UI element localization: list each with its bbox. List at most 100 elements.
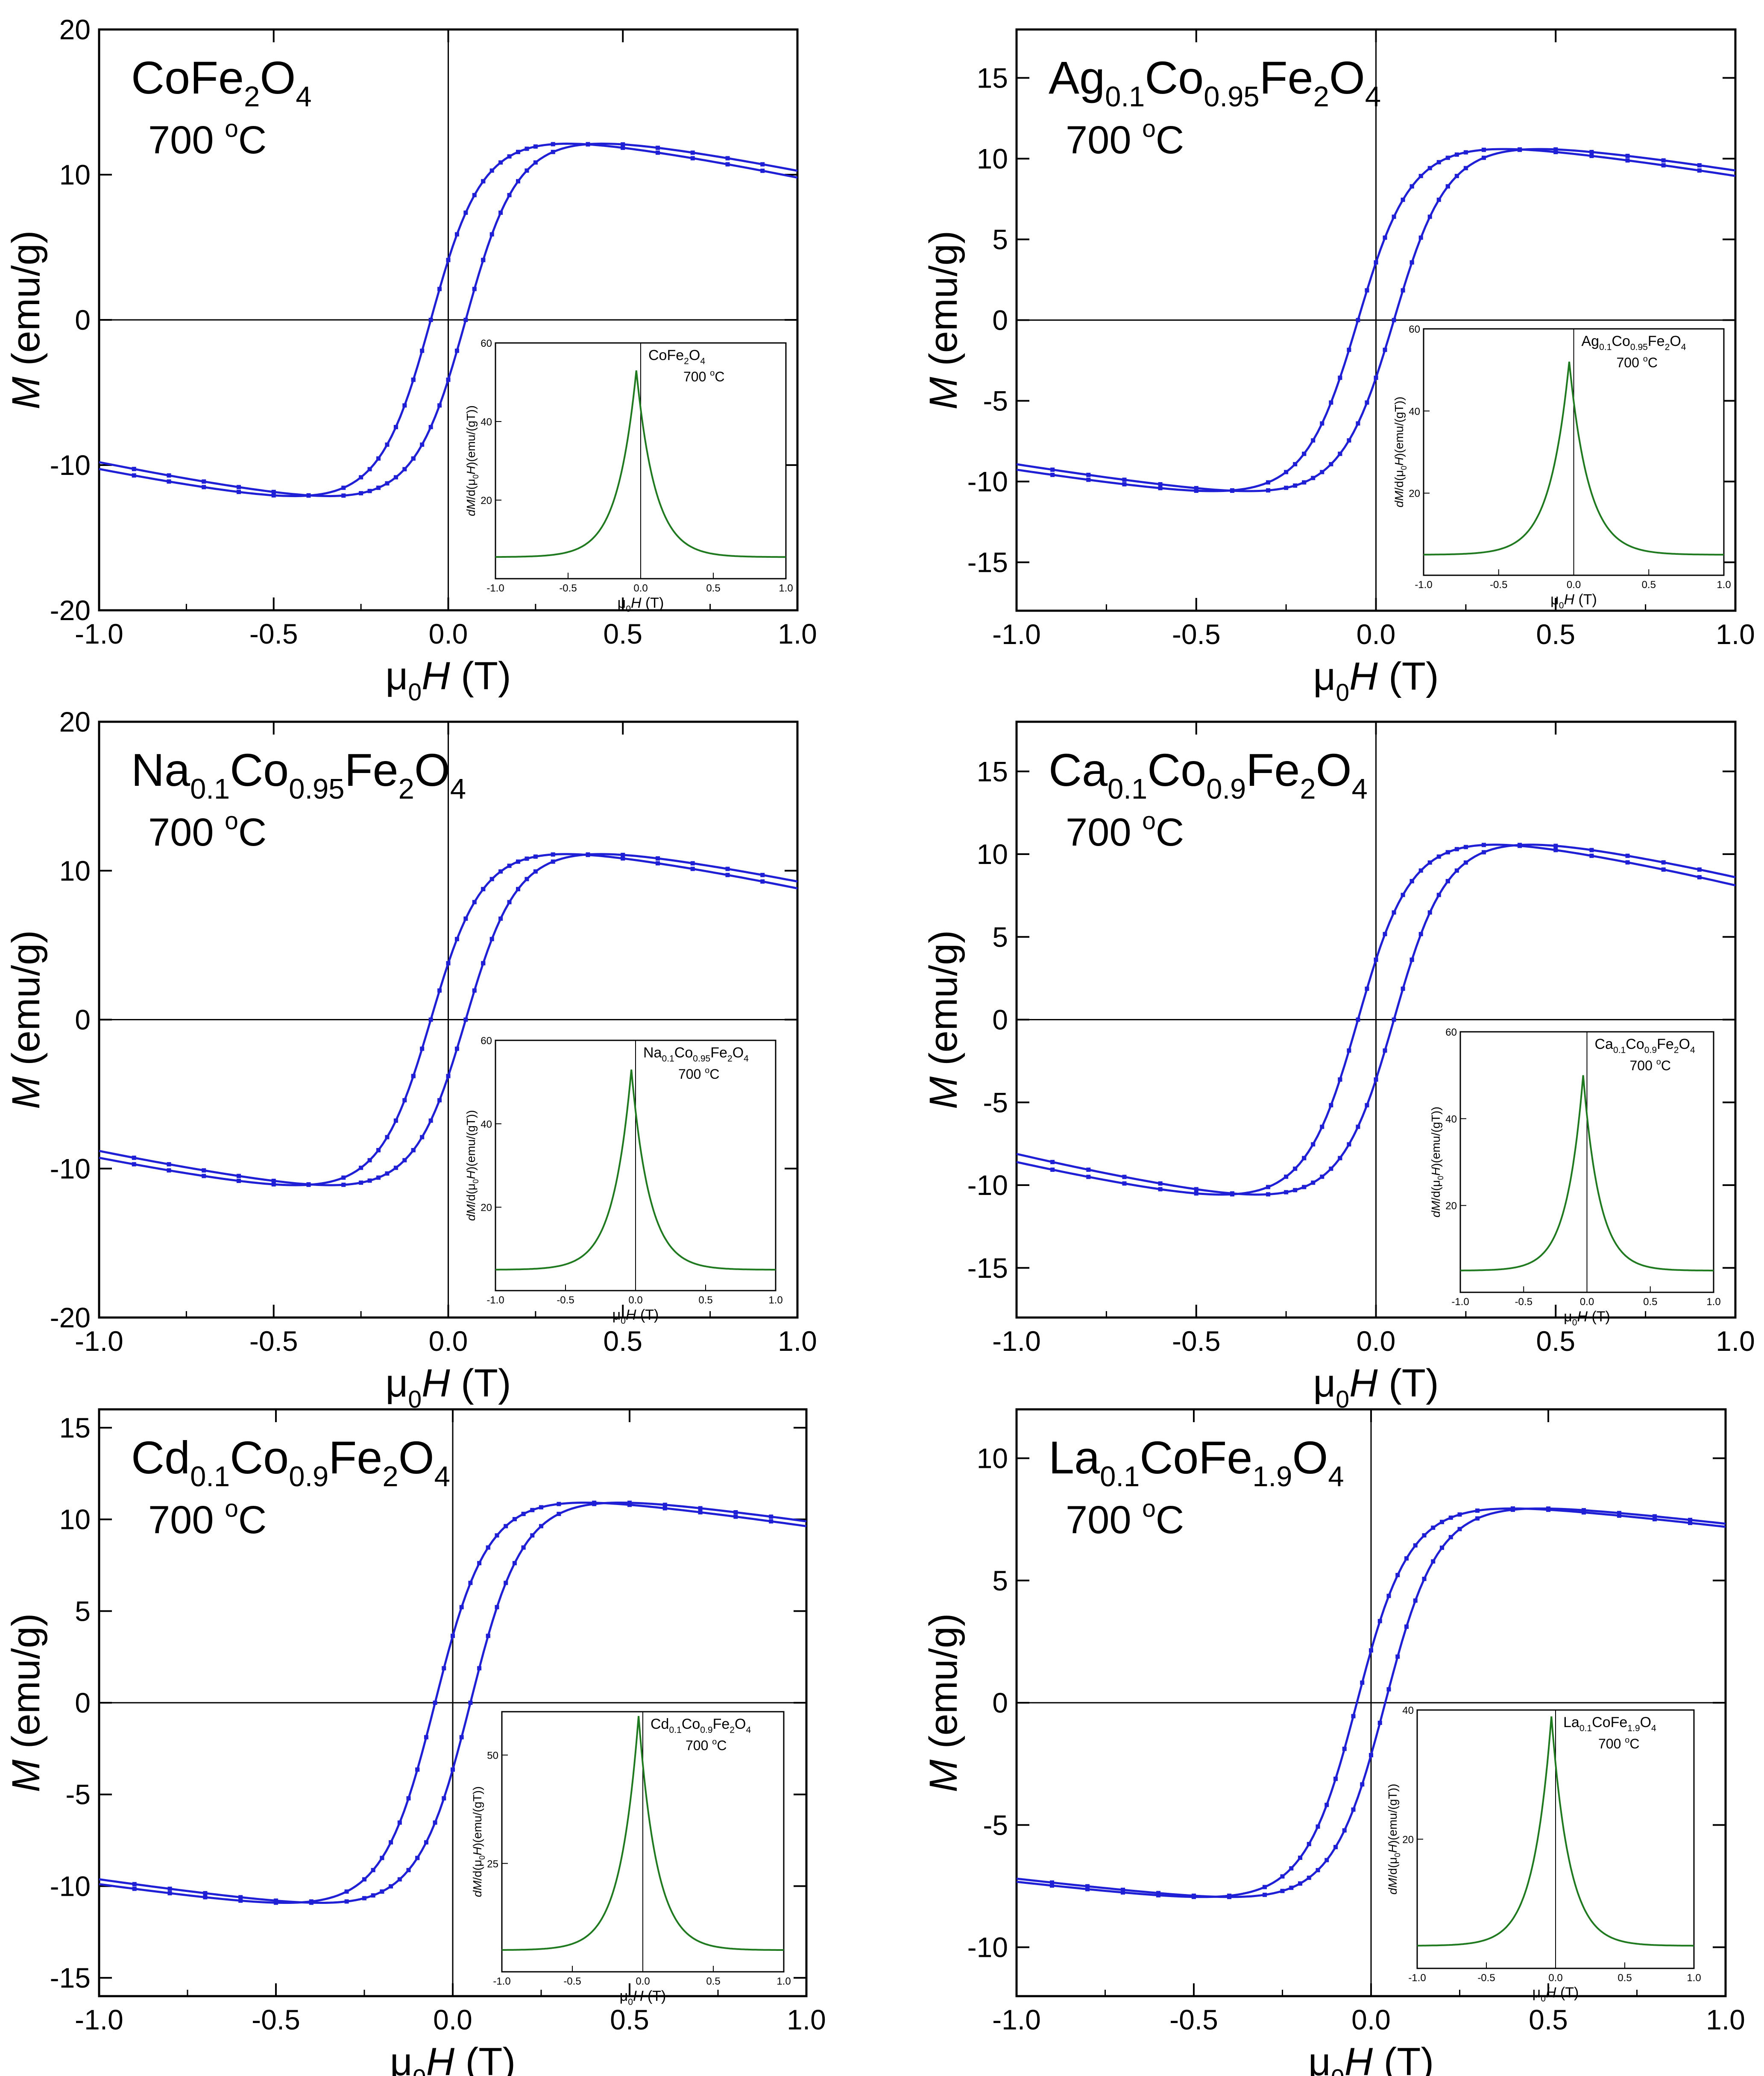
data-point bbox=[530, 1508, 535, 1512]
data-point bbox=[1311, 1180, 1316, 1185]
data-point bbox=[1298, 1881, 1302, 1886]
data-point bbox=[1589, 154, 1594, 158]
data-point bbox=[1697, 875, 1702, 880]
data-point bbox=[1374, 1077, 1378, 1082]
inset-x-tick-label: -1.0 bbox=[486, 1294, 504, 1306]
data-point bbox=[1661, 867, 1666, 872]
data-point bbox=[1418, 235, 1423, 240]
data-point bbox=[486, 1545, 490, 1550]
data-point bbox=[769, 1519, 774, 1524]
inset-derivative: -1.0 -0.5 0.0 0.5 1.0 20 40 60 Na0.1Co0.95Fe2O4 7… bbox=[464, 1035, 783, 1326]
data-point bbox=[446, 258, 451, 262]
data-point bbox=[1342, 1746, 1347, 1751]
x-tick-label: -0.5 bbox=[249, 618, 298, 650]
inset-x-axis-title: μ0H (T) bbox=[618, 595, 664, 614]
data-point bbox=[1347, 1048, 1351, 1053]
data-point bbox=[1374, 957, 1378, 962]
inset-y-tick-label: 50 bbox=[487, 1750, 498, 1762]
data-point bbox=[393, 425, 398, 430]
data-point bbox=[1347, 438, 1351, 443]
y-tick-label: -5 bbox=[65, 1779, 91, 1810]
data-point bbox=[507, 193, 512, 197]
data-point bbox=[237, 485, 241, 489]
data-point bbox=[690, 861, 695, 866]
data-point bbox=[367, 1158, 372, 1162]
hysteresis-markers bbox=[132, 142, 765, 498]
data-point bbox=[551, 142, 555, 146]
inset-x-tick-label: -1.0 bbox=[486, 583, 504, 594]
derivative-curve bbox=[1417, 1716, 1694, 1947]
y-tick-label: 10 bbox=[59, 1504, 91, 1535]
data-point bbox=[498, 210, 503, 215]
data-point bbox=[1463, 150, 1468, 155]
data-point bbox=[451, 1767, 455, 1772]
hysteresis-markers bbox=[132, 1500, 774, 1905]
data-point bbox=[433, 1701, 437, 1705]
data-point bbox=[1625, 853, 1630, 858]
data-point bbox=[1284, 470, 1289, 474]
data-point bbox=[359, 1165, 363, 1170]
data-point bbox=[698, 1510, 703, 1515]
inset-y-tick-label: 25 bbox=[487, 1858, 498, 1870]
data-point bbox=[344, 1889, 349, 1894]
data-point bbox=[132, 1162, 136, 1167]
data-point bbox=[1401, 893, 1405, 897]
inset-y-tick-label: 40 bbox=[1445, 1113, 1457, 1125]
data-point bbox=[698, 1506, 703, 1511]
temperature-label: 700 oC bbox=[148, 807, 267, 854]
data-point bbox=[1320, 421, 1324, 426]
inset-x-tick-label: 1.0 bbox=[777, 1976, 791, 1987]
data-point bbox=[1156, 1893, 1160, 1897]
data-point bbox=[428, 318, 433, 322]
data-point bbox=[1360, 1680, 1365, 1685]
data-point bbox=[1158, 1181, 1163, 1186]
data-point bbox=[521, 1545, 526, 1550]
data-point bbox=[533, 854, 538, 859]
x-tick-label: 0.0 bbox=[1357, 618, 1396, 650]
data-point bbox=[459, 1735, 464, 1739]
data-point bbox=[1445, 184, 1450, 189]
data-point bbox=[1293, 462, 1298, 466]
x-tick-label: 0.5 bbox=[603, 618, 642, 650]
data-point bbox=[481, 258, 486, 262]
data-point bbox=[1122, 1174, 1127, 1179]
data-point bbox=[504, 1581, 508, 1585]
data-point bbox=[376, 486, 381, 490]
inset-x-tick-label: -0.5 bbox=[1477, 1972, 1495, 1984]
hysteresis-markers bbox=[1050, 147, 1702, 493]
data-point bbox=[411, 378, 416, 382]
inset-x-tick-label: 0.5 bbox=[698, 1294, 712, 1306]
data-point bbox=[1392, 910, 1396, 915]
panel-Ag0.1Co0.95Fe2O4: -1.0 -0.5 0.0 0.5 1.0 -15 -10 -5 0 5 10 15 μ0H (T) M … bbox=[922, 28, 1755, 706]
data-point bbox=[769, 1514, 774, 1519]
data-point bbox=[238, 1898, 243, 1903]
data-point bbox=[1589, 150, 1594, 155]
data-point bbox=[1298, 1855, 1302, 1860]
data-point bbox=[1418, 932, 1423, 937]
inset-temperature-label: 700 oC bbox=[1598, 1736, 1639, 1751]
y-tick-label: -20 bbox=[50, 594, 91, 626]
data-point bbox=[1475, 1508, 1480, 1513]
y-tick-label: 0 bbox=[75, 304, 91, 336]
panel-CoFe2O4: -1.0 -0.5 0.0 0.5 1.0 -20 -10 0 10 20 μ0H (T) M (em… bbox=[4, 14, 817, 706]
composition-label: Cd0.1Co0.9Fe2O4 bbox=[131, 1432, 450, 1493]
data-point bbox=[1617, 1511, 1621, 1515]
data-point bbox=[1401, 197, 1405, 202]
data-point bbox=[237, 1174, 241, 1178]
data-point bbox=[371, 1893, 375, 1898]
data-point bbox=[202, 1174, 206, 1178]
data-point bbox=[1365, 400, 1369, 405]
data-point bbox=[586, 852, 590, 857]
data-point bbox=[1383, 235, 1387, 240]
data-point bbox=[424, 1840, 428, 1845]
derivative-curve bbox=[495, 1069, 776, 1271]
x-tick-label: -1.0 bbox=[992, 1325, 1041, 1357]
data-point bbox=[533, 144, 538, 149]
data-point bbox=[1481, 147, 1486, 152]
data-point bbox=[1697, 163, 1702, 168]
data-point bbox=[1427, 860, 1432, 865]
data-point bbox=[1418, 868, 1423, 873]
data-point bbox=[1266, 488, 1271, 493]
data-point bbox=[1661, 158, 1666, 163]
data-point bbox=[621, 142, 625, 147]
